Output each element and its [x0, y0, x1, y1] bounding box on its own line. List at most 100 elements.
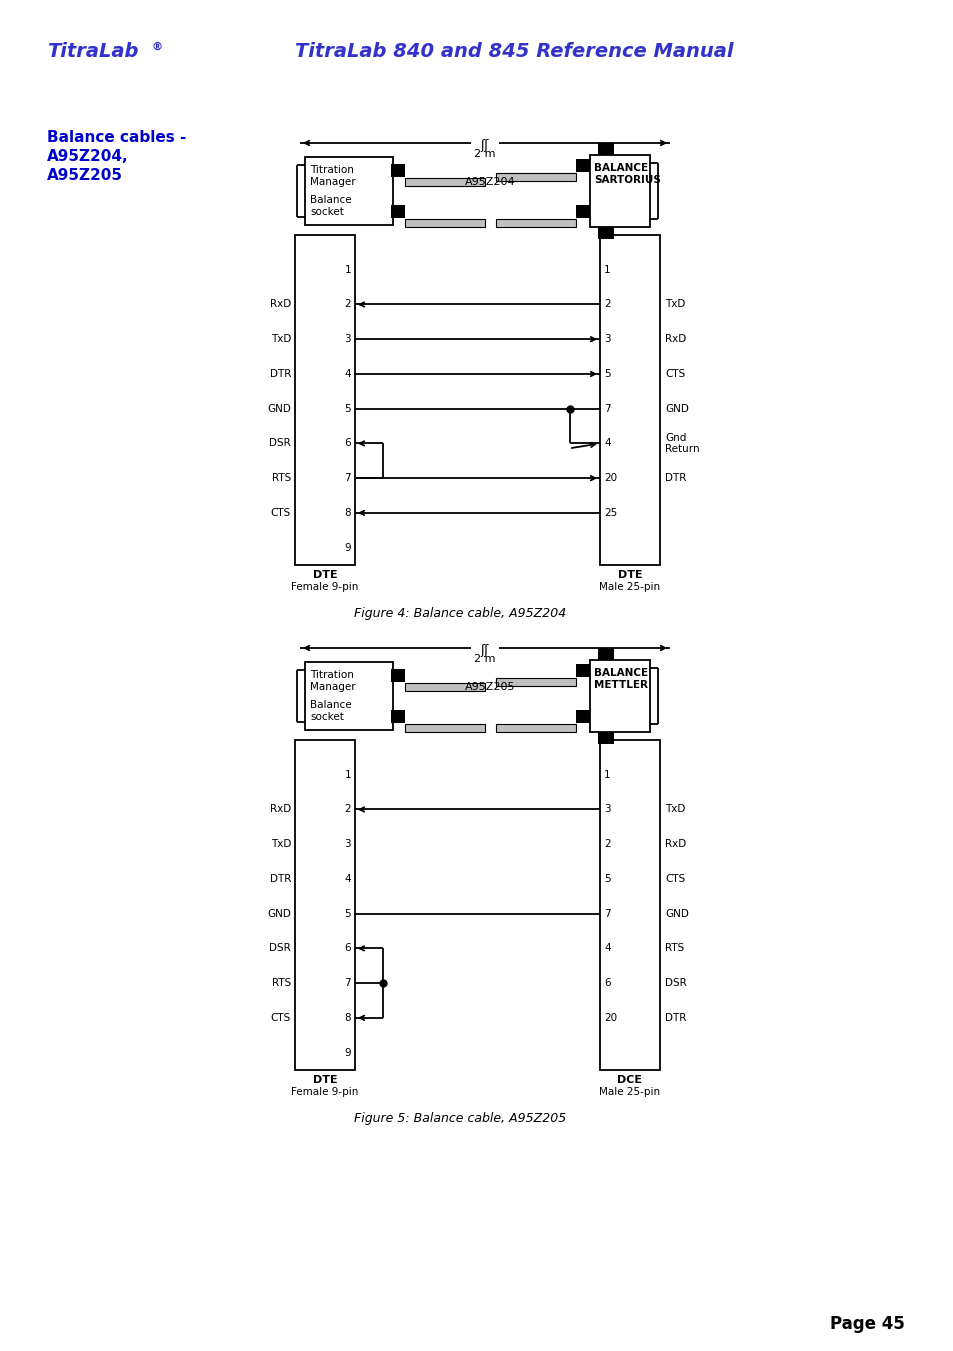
Text: 2 m: 2 m [474, 654, 496, 663]
Text: TitraLab: TitraLab [47, 42, 138, 61]
Text: A95Z205: A95Z205 [464, 682, 515, 692]
Text: 2: 2 [603, 839, 610, 850]
Text: 20: 20 [603, 1013, 617, 1023]
Text: 5: 5 [603, 369, 610, 378]
Bar [598, 648, 614, 661]
Bar [391, 205, 405, 218]
Bar [576, 205, 589, 218]
Text: CTS: CTS [271, 508, 291, 517]
Text: A95Z205: A95Z205 [47, 168, 123, 182]
Text: DTE: DTE [313, 570, 337, 580]
Text: RxD: RxD [664, 334, 685, 345]
Bar [405, 684, 484, 690]
Text: 1: 1 [344, 770, 351, 780]
Text: RTS: RTS [664, 943, 683, 954]
Bar [496, 173, 576, 181]
Text: Gnd
Return: Gnd Return [664, 432, 699, 454]
Text: 2: 2 [344, 300, 351, 309]
Text: DSR: DSR [269, 439, 291, 449]
Bar [405, 178, 484, 186]
Text: RTS: RTS [272, 978, 291, 988]
Text: TxD: TxD [664, 804, 684, 815]
Bar [391, 669, 405, 682]
Text: DTE: DTE [617, 570, 641, 580]
Text: TitraLab 840 and 845 Reference Manual: TitraLab 840 and 845 Reference Manual [294, 42, 733, 61]
Text: RxD: RxD [664, 839, 685, 850]
Text: 9: 9 [344, 543, 351, 553]
Text: 3: 3 [344, 334, 351, 345]
Bar [305, 662, 393, 730]
Text: 6: 6 [344, 943, 351, 954]
Text: TxD: TxD [271, 839, 291, 850]
Bar [405, 219, 484, 227]
Text: GND: GND [664, 404, 688, 413]
Bar [598, 732, 614, 744]
Text: 9: 9 [344, 1047, 351, 1058]
Text: BALANCE
SARTORIUS: BALANCE SARTORIUS [594, 163, 660, 185]
Text: 7: 7 [603, 909, 610, 919]
Bar [471, 640, 498, 655]
Bar [598, 143, 614, 155]
Text: Female 9-pin: Female 9-pin [291, 1088, 358, 1097]
Text: RxD: RxD [270, 300, 291, 309]
Text: Figure 5: Balance cable, A95Z205: Figure 5: Balance cable, A95Z205 [354, 1112, 565, 1125]
Text: 8: 8 [344, 1013, 351, 1023]
Text: 4: 4 [603, 439, 610, 449]
Text: 2 m: 2 m [474, 149, 496, 159]
Text: 5: 5 [603, 874, 610, 884]
Text: GND: GND [267, 909, 291, 919]
Bar [589, 155, 649, 227]
Text: 1: 1 [344, 265, 351, 274]
Text: CTS: CTS [271, 1013, 291, 1023]
Text: 4: 4 [344, 369, 351, 378]
Bar [405, 724, 484, 732]
Text: TxD: TxD [271, 334, 291, 345]
Text: GND: GND [267, 404, 291, 413]
Text: DCE: DCE [617, 1075, 641, 1085]
Text: 7: 7 [344, 978, 351, 988]
Bar [391, 711, 405, 723]
Text: RTS: RTS [272, 473, 291, 484]
Text: CTS: CTS [664, 369, 684, 378]
Text: 5: 5 [344, 404, 351, 413]
Text: GND: GND [664, 909, 688, 919]
Text: Male 25-pin: Male 25-pin [598, 1088, 659, 1097]
Bar [496, 724, 576, 732]
Text: 7: 7 [603, 404, 610, 413]
Text: 5: 5 [344, 909, 351, 919]
Text: 7: 7 [344, 473, 351, 484]
Text: 4: 4 [344, 874, 351, 884]
Text: DTR: DTR [270, 874, 291, 884]
Text: Balance cables -: Balance cables - [47, 130, 186, 145]
Bar [391, 163, 405, 177]
Text: 4: 4 [603, 943, 610, 954]
Text: Titration
Manager: Titration Manager [310, 165, 355, 186]
Text: Balance
socket: Balance socket [310, 700, 352, 721]
Bar [471, 136, 498, 150]
Text: DTR: DTR [270, 369, 291, 378]
Bar [589, 661, 649, 732]
Bar [576, 711, 589, 723]
Text: Male 25-pin: Male 25-pin [598, 582, 659, 592]
Text: Titration
Manager: Titration Manager [310, 670, 355, 692]
Text: ʃʃ: ʃʃ [480, 644, 489, 657]
Bar [496, 219, 576, 227]
Bar [599, 740, 659, 1070]
Bar [599, 235, 659, 565]
Text: A95Z204: A95Z204 [464, 177, 515, 186]
Text: DSR: DSR [664, 978, 686, 988]
Bar [305, 157, 393, 226]
Text: 1: 1 [603, 265, 610, 274]
Text: 3: 3 [603, 334, 610, 345]
Bar [576, 159, 589, 172]
Text: 1: 1 [603, 770, 610, 780]
Bar [576, 663, 589, 677]
Text: 6: 6 [344, 439, 351, 449]
Bar [496, 678, 576, 686]
Bar [598, 227, 614, 239]
Text: A95Z204,: A95Z204, [47, 149, 129, 163]
Text: ®: ® [152, 42, 163, 51]
Text: 8: 8 [344, 508, 351, 517]
Text: 3: 3 [603, 804, 610, 815]
Text: 3: 3 [344, 839, 351, 850]
